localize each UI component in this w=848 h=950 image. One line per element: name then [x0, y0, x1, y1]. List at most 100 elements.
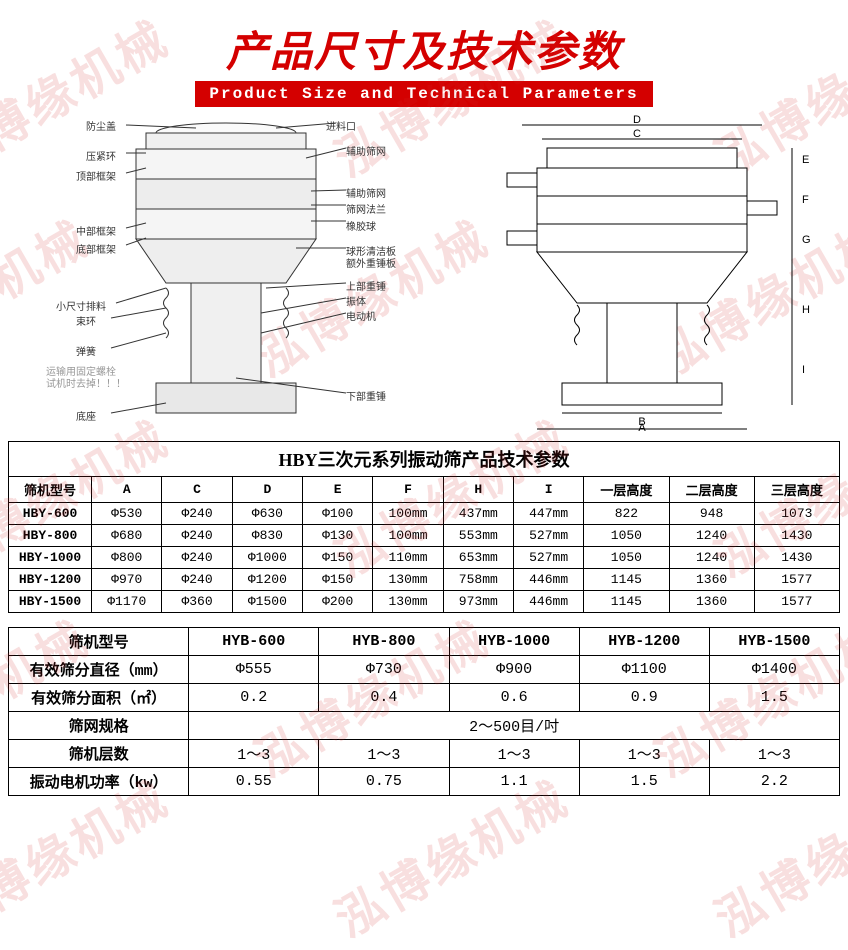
table1-cell: 948: [669, 503, 754, 525]
table1-cell: HBY-1500: [9, 591, 92, 613]
table2-cell: 0.2: [189, 684, 319, 712]
table1-cell: 527mm: [513, 525, 583, 547]
table1-header: 一层高度: [584, 477, 669, 503]
svg-text:F: F: [802, 194, 809, 206]
table-row: HBY-600Φ530Φ240Φ630Φ100100mm437mm447mm82…: [9, 503, 840, 525]
table2-cell: Φ1100: [579, 656, 709, 684]
table1-cell: 1073: [754, 503, 839, 525]
diagram-label: 电动机: [346, 308, 376, 323]
table1-header: H: [443, 477, 513, 503]
diagram-label: 额外重锤板: [346, 255, 396, 270]
table1-cell: 822: [584, 503, 669, 525]
table1-cell: 437mm: [443, 503, 513, 525]
table1-cell: Φ150: [303, 569, 373, 591]
table2-header: HYB-1200: [579, 628, 709, 656]
table1-cell: 1430: [754, 547, 839, 569]
table1-cell: HBY-800: [9, 525, 92, 547]
diagram-label: 压紧环: [86, 148, 116, 163]
table2-cell: 1.1: [449, 768, 579, 796]
diagram-label: 上部重锤: [346, 278, 386, 293]
diagram-label: 筛网法兰: [346, 201, 386, 216]
table1-cell: Φ1200: [232, 569, 302, 591]
table-row: 筛机层数1～31～31～31～31～3: [9, 740, 840, 768]
table1-cell: 446mm: [513, 591, 583, 613]
table2-header: HYB-1500: [709, 628, 839, 656]
table2-rowlabel: 筛网规格: [9, 712, 189, 740]
table1-cell: Φ1000: [232, 547, 302, 569]
diagram-label: 振体: [346, 293, 366, 308]
table1-cell: HBY-600: [9, 503, 92, 525]
table-row: 有效筛分直径（mm）Φ555Φ730Φ900Φ1100Φ1400: [9, 656, 840, 684]
diagram-label: 下部重锤: [346, 388, 386, 403]
table1-cell: 1145: [584, 569, 669, 591]
table1-cell: Φ240: [162, 525, 232, 547]
diagram-label: 弹簧: [76, 343, 96, 358]
table2-cell: 0.6: [449, 684, 579, 712]
table2-cell: 1.5: [579, 768, 709, 796]
table-row: 有效筛分面积（㎡）0.20.40.60.91.5: [9, 684, 840, 712]
table1-cell: Φ130: [303, 525, 373, 547]
svg-text:A: A: [638, 422, 646, 433]
table1-cell: Φ680: [92, 525, 162, 547]
table2-cell: 1～3: [189, 740, 319, 768]
table1-cell: 1430: [754, 525, 839, 547]
table1-header: A: [92, 477, 162, 503]
schematic-right-svg: D C B: [452, 113, 832, 433]
table1-cell: 1240: [669, 547, 754, 569]
table1-cell: HBY-1200: [9, 569, 92, 591]
diagram-label: 试机时去掉！！！: [46, 375, 126, 390]
table2-cell: 1～3: [449, 740, 579, 768]
table-row: HBY-1200Φ970Φ240Φ1200Φ150130mm758mm446mm…: [9, 569, 840, 591]
table2-cell: 2～500目/吋: [189, 712, 840, 740]
table2-cell: Φ730: [319, 656, 449, 684]
table1-header: 筛机型号: [9, 477, 92, 503]
table1-header: 三层高度: [754, 477, 839, 503]
svg-text:D: D: [633, 114, 641, 126]
table2-cell: 1～3: [319, 740, 449, 768]
table1-cell: Φ240: [162, 547, 232, 569]
title-block: 产品尺寸及技术参数 Product Size and Technical Par…: [0, 0, 848, 103]
table1-cell: 553mm: [443, 525, 513, 547]
table1-cell: 100mm: [373, 525, 443, 547]
table1-caption: HBY三次元系列振动筛产品技术参数: [9, 442, 840, 477]
table2-cell: Φ1400: [709, 656, 839, 684]
table2-header: 筛机型号: [9, 628, 189, 656]
diagram-label: 小尺寸排料: [56, 298, 106, 313]
table2-rowlabel: 筛机层数: [9, 740, 189, 768]
table1-cell: Φ1500: [232, 591, 302, 613]
table1-cell: 130mm: [373, 569, 443, 591]
table1-header: 二层高度: [669, 477, 754, 503]
table2-cell: 2.2: [709, 768, 839, 796]
table1-cell: 973mm: [443, 591, 513, 613]
table1-cell: 100mm: [373, 503, 443, 525]
diagram-label: 橡胶球: [346, 218, 376, 233]
table2-rowlabel: 有效筛分直径（mm）: [9, 656, 189, 684]
table1-cell: 1145: [584, 591, 669, 613]
table2-rowlabel: 有效筛分面积（㎡）: [9, 684, 189, 712]
table2-header: HYB-1000: [449, 628, 579, 656]
diagram-label: 辅助筛网: [346, 185, 386, 200]
table1-cell: Φ530: [92, 503, 162, 525]
table2-cell: 0.55: [189, 768, 319, 796]
diagram-label: 辅助筛网: [346, 143, 386, 158]
table-row: HBY-1000Φ800Φ240Φ1000Φ150110mm653mm527mm…: [9, 547, 840, 569]
table2-header: HYB-600: [189, 628, 319, 656]
svg-text:C: C: [633, 128, 641, 140]
table-row: HBY-800Φ680Φ240Φ830Φ130100mm553mm527mm10…: [9, 525, 840, 547]
table1-cell: 446mm: [513, 569, 583, 591]
diagram-dimensions: D C B: [452, 113, 832, 433]
table1-cell: 1577: [754, 591, 839, 613]
table2-cell: 1～3: [709, 740, 839, 768]
table1-cell: 1050: [584, 525, 669, 547]
table1-header: I: [513, 477, 583, 503]
diagram-label: 进料口: [326, 118, 356, 133]
svg-text:I: I: [802, 364, 805, 376]
table1-cell: 1360: [669, 591, 754, 613]
diagram-row: 防尘盖压紧环顶部框架中部框架底部框架小尺寸排料束环弹簧运输用固定螺栓试机时去掉！…: [8, 113, 840, 433]
table-row: 筛网规格2～500目/吋: [9, 712, 840, 740]
title-chinese: 产品尺寸及技术参数: [0, 18, 848, 79]
table1-cell: 653mm: [443, 547, 513, 569]
table1-cell: 1240: [669, 525, 754, 547]
svg-text:H: H: [802, 304, 810, 316]
table1-cell: Φ830: [232, 525, 302, 547]
